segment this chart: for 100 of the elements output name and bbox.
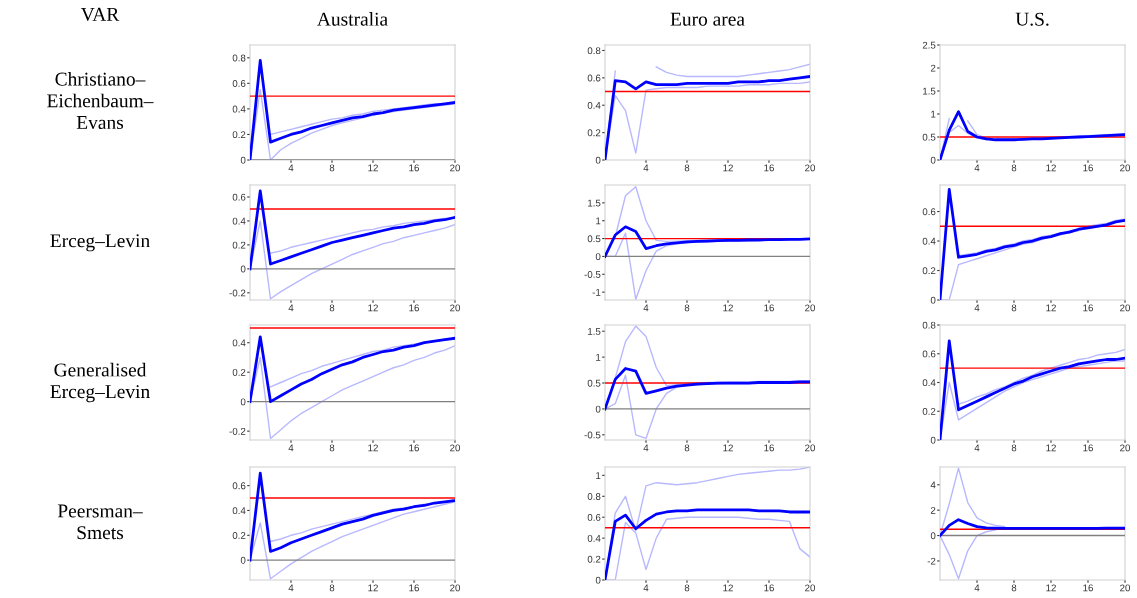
x-tick-label: 4: [643, 164, 649, 172]
x-tick-label: 4: [288, 444, 294, 452]
y-tick-label: -1: [592, 288, 601, 296]
y-tick-label: 0.6: [587, 74, 601, 82]
x-tick-label: 8: [329, 304, 335, 312]
text: VAR: [80, 7, 120, 21]
y-tick-label: 0.2: [922, 267, 936, 275]
x-tick-label: 4: [643, 444, 649, 452]
x-tick-label: 8: [684, 164, 690, 172]
y-tick-label: 0.8: [587, 493, 601, 500]
y-tick-label: 0.5: [922, 133, 936, 141]
y-tick-label: 0.8: [232, 54, 246, 62]
y-tick-label: 0: [595, 576, 601, 584]
x-tick-label: 8: [1011, 444, 1017, 452]
y-tick-label: 0: [595, 405, 601, 413]
y-tick-label: 0.5: [587, 235, 601, 243]
x-tick-label: 12: [368, 444, 378, 452]
y-axis-title: Christiano– Eichenbaum– Evans: [47, 72, 154, 130]
x-tick-label: 16: [1083, 584, 1093, 592]
y-tick-label: 0.4: [232, 105, 246, 113]
y-tick-label: -0.2: [229, 427, 246, 435]
y-tick-label: 0.8: [922, 321, 936, 329]
chart-title: Australia: [317, 12, 388, 26]
y-tick-label: 1: [931, 110, 936, 118]
y-tick-label: -0.2: [229, 289, 246, 297]
y-axis-title: Erceg–Levin: [50, 234, 150, 252]
x-tick-label: 20: [1120, 444, 1131, 452]
x-tick-label: 20: [805, 584, 816, 592]
y-tick-label: 0: [930, 436, 936, 444]
y-tick-label: 0: [240, 156, 246, 164]
x-tick-label: 16: [1083, 444, 1093, 452]
y-tick-label: 0.2: [922, 407, 936, 415]
y-tick-label: 0.6: [922, 208, 936, 216]
y-tick-label: -2: [927, 557, 936, 565]
y-tick-label: 0.2: [232, 241, 246, 249]
y-tick-label: 0.2: [232, 368, 246, 376]
x-tick-label: 4: [974, 444, 980, 452]
x-tick-label: 20: [450, 444, 461, 452]
x-tick-label: 16: [764, 304, 774, 312]
y-tick-label: 0.2: [587, 129, 601, 137]
y-tick-label: -0.5: [584, 271, 601, 278]
x-tick-label: 20: [1120, 584, 1131, 592]
x-tick-label: 12: [1046, 164, 1056, 172]
x-tick-label: 16: [409, 304, 419, 312]
x-tick-label: 8: [329, 444, 335, 452]
y-tick-label: 0.6: [232, 482, 246, 490]
x-tick-label: 12: [723, 164, 733, 172]
y-tick-label: 0.4: [232, 217, 246, 225]
x-tick-label: 8: [329, 164, 335, 172]
y-tick-label: 0.5: [587, 379, 601, 387]
x-tick-label: 16: [764, 164, 774, 172]
y-tick-label: 0: [240, 398, 246, 406]
y-tick-label: 0.4: [232, 339, 246, 347]
y-axis-title: Peersman– Smets: [57, 504, 143, 540]
y-tick-label: 0: [930, 296, 936, 304]
x-tick-label: 8: [684, 304, 690, 312]
x-tick-label: 4: [288, 584, 294, 592]
x-tick-label: 12: [723, 444, 733, 452]
y-tick-label: 0: [930, 156, 936, 164]
y-tick-label: 0.4: [232, 507, 246, 515]
y-tick-label: 0.6: [587, 513, 601, 521]
y-tick-label: 0.4: [922, 237, 936, 245]
x-tick-label: 4: [974, 584, 980, 592]
x-tick-label: 16: [1083, 164, 1093, 172]
y-tick-label: 0.6: [232, 193, 246, 201]
y-tick-label: 1.5: [923, 87, 936, 95]
y-tick-label: 0.4: [922, 379, 936, 387]
x-tick-label: 20: [1120, 304, 1131, 312]
y-tick-label: 2: [930, 506, 936, 514]
x-tick-label: 16: [1083, 304, 1093, 312]
y-tick-label: 1: [596, 217, 601, 225]
y-tick-label: 0: [240, 265, 246, 273]
y-tick-label: 2.5: [922, 41, 936, 49]
x-tick-label: 12: [1046, 444, 1056, 452]
chart-title: U.S.: [1015, 12, 1049, 26]
y-tick-label: 4: [930, 481, 936, 489]
x-tick-label: 8: [684, 444, 690, 452]
y-tick-label: 0.2: [232, 532, 246, 539]
x-tick-label: 8: [329, 584, 335, 592]
y-tick-label: 1.5: [588, 328, 601, 335]
x-tick-label: 12: [723, 584, 733, 592]
x-tick-label: 20: [805, 164, 816, 172]
x-tick-label: 4: [288, 304, 294, 312]
x-tick-label: 4: [643, 304, 649, 312]
y-axis-title: Generalised Erceg–Levin: [50, 362, 150, 403]
x-tick-label: 12: [368, 304, 378, 312]
y-tick-label: 0.4: [587, 534, 601, 542]
y-tick-label: 0.2: [232, 131, 246, 139]
x-tick-label: 16: [409, 164, 419, 172]
y-tick-label: 0: [240, 556, 246, 564]
y-tick-label: 2: [930, 64, 936, 72]
x-tick-label: 12: [723, 304, 733, 312]
x-tick-label: 12: [368, 584, 378, 592]
y-tick-label: 0: [595, 253, 601, 261]
x-tick-label: 20: [1120, 164, 1131, 172]
y-tick-label: 0: [930, 532, 936, 540]
x-tick-label: 4: [974, 304, 980, 312]
x-tick-label: 4: [643, 584, 649, 592]
x-tick-label: 8: [1011, 584, 1017, 592]
x-tick-label: 4: [288, 164, 294, 172]
